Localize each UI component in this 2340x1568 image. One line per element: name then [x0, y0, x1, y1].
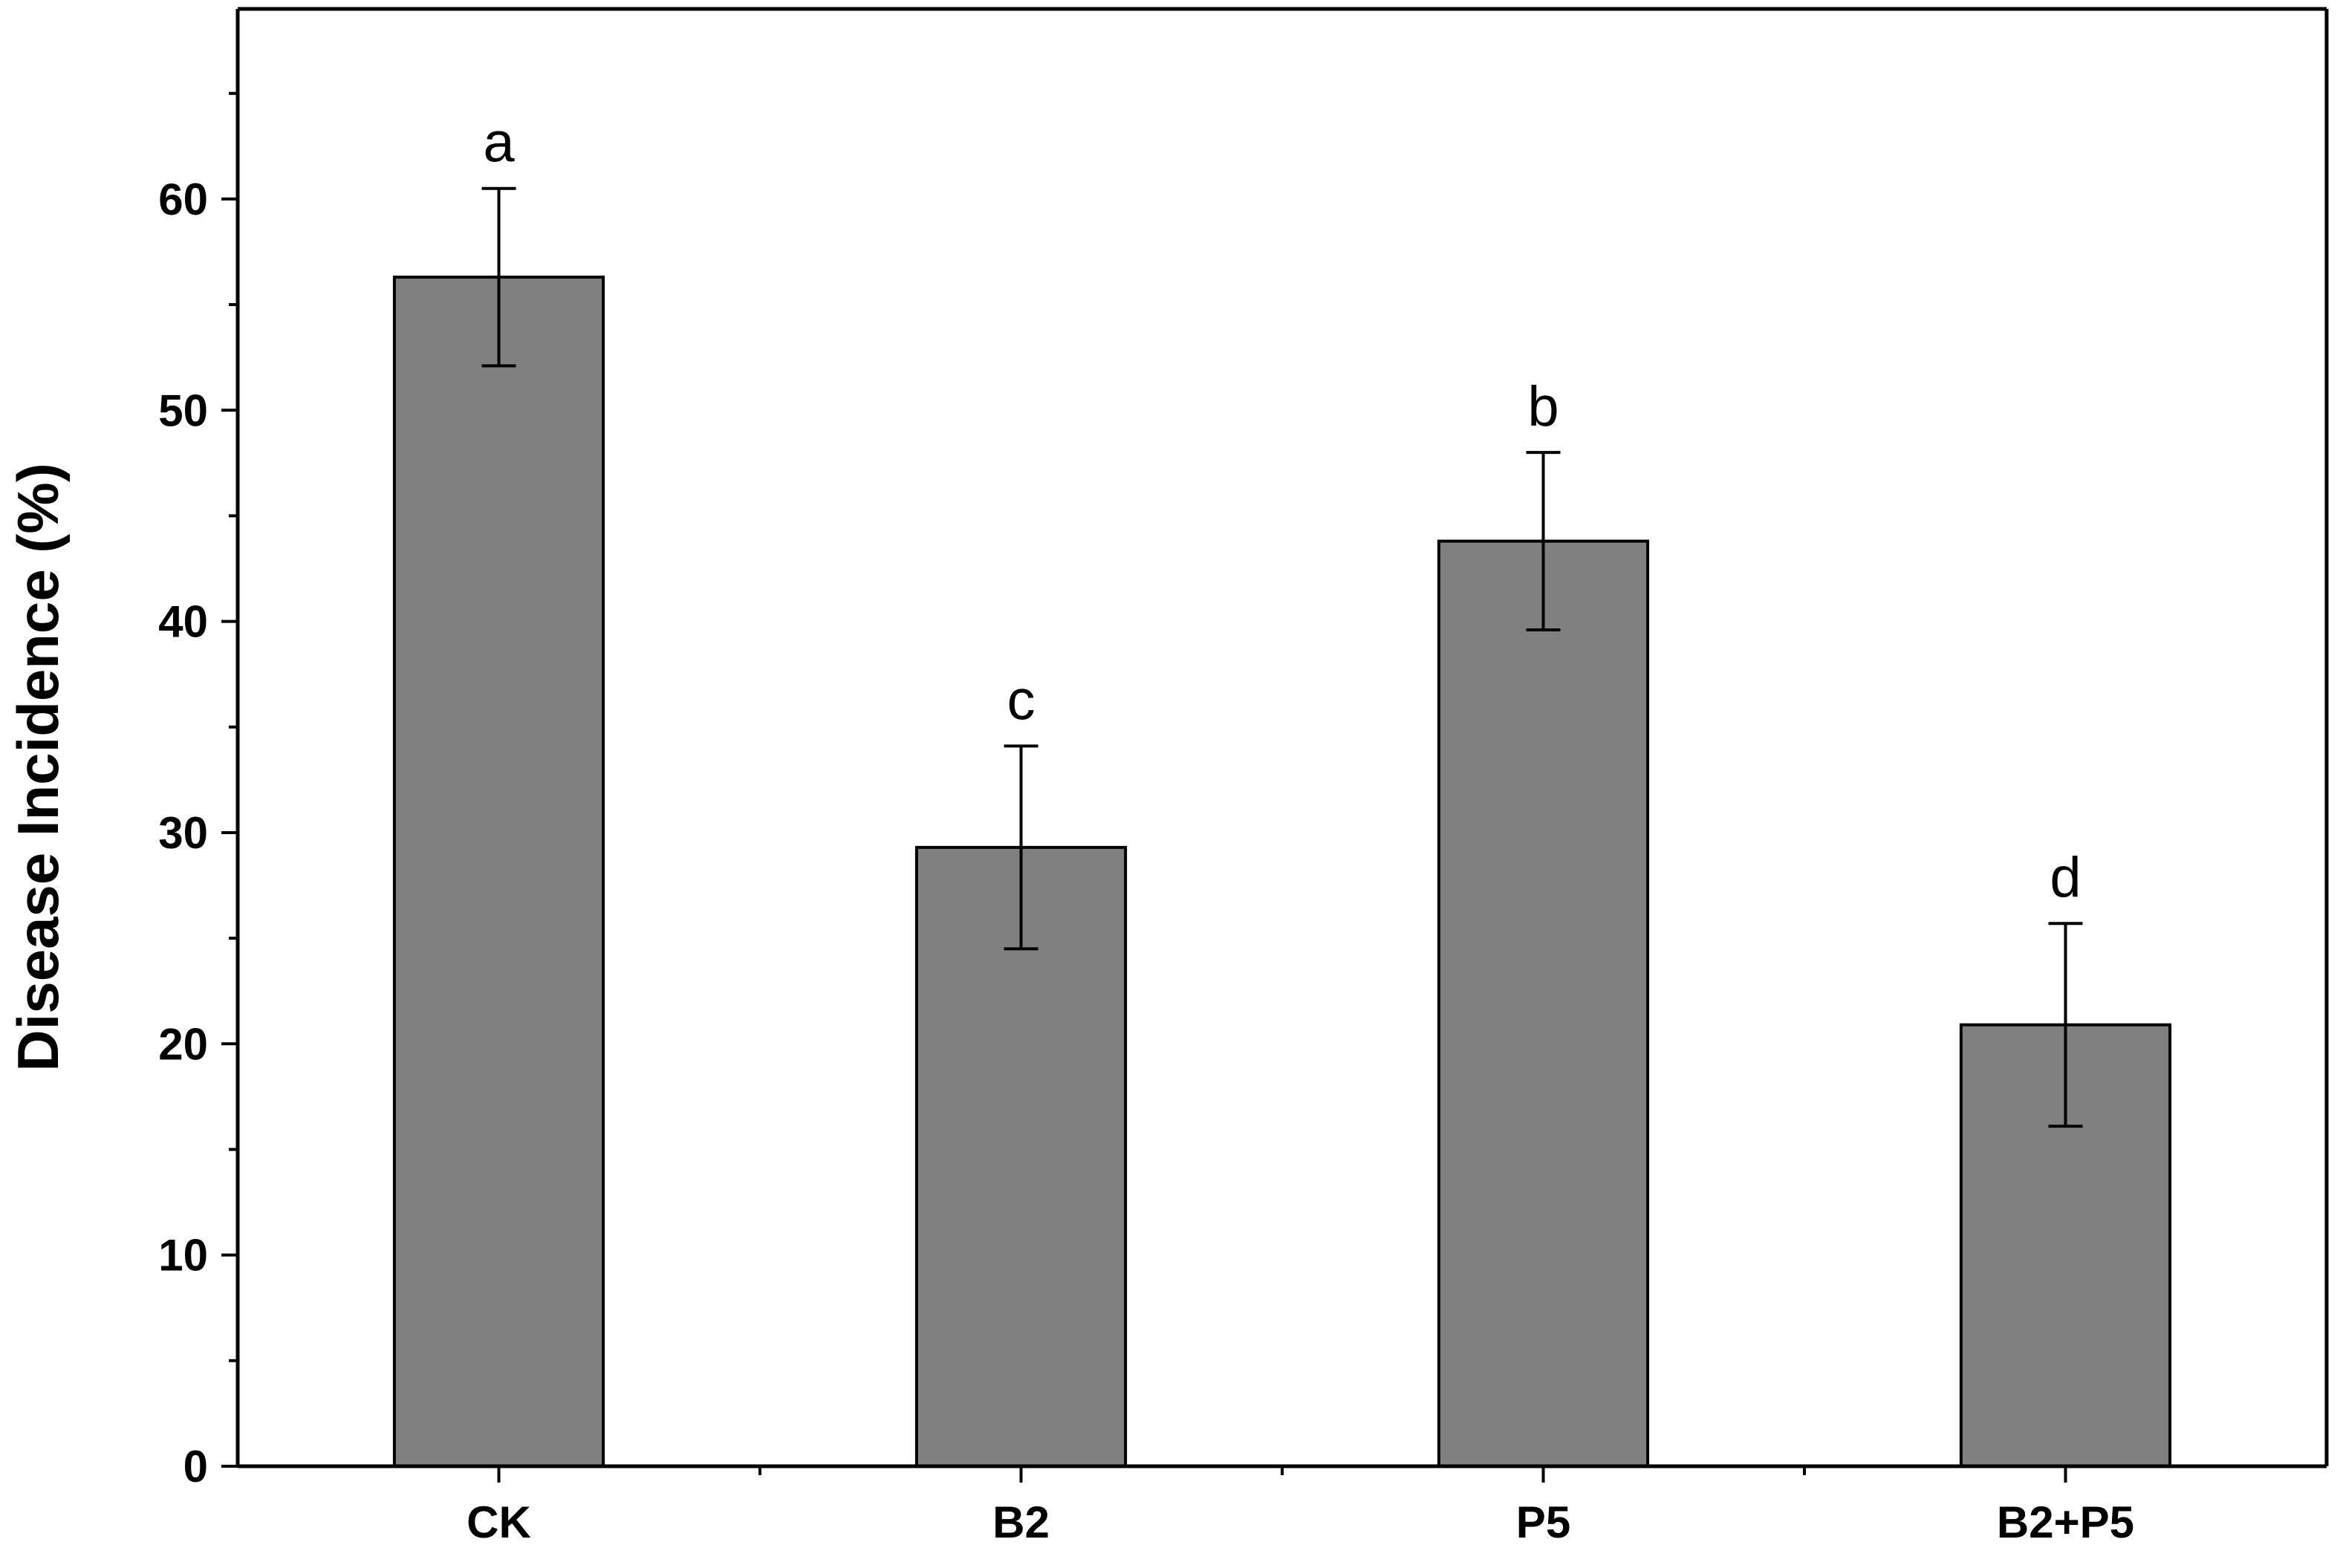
- bars-group: [392, 186, 2172, 1468]
- y-tick-label: 50: [158, 386, 208, 435]
- significance-label: b: [1527, 375, 1559, 438]
- y-tick-label: 40: [158, 597, 208, 647]
- axes-group: [221, 9, 2327, 1483]
- significance-label: d: [2050, 846, 2081, 909]
- labels-group: a CK c B2 b P5 d B2+P5 0 10 20 30 40 50 60 Disease Inci…: [5, 111, 2134, 1547]
- y-tick-label: 30: [158, 808, 208, 858]
- x-tick-label: B2+P5: [1997, 1497, 2134, 1547]
- y-tick-label: 0: [183, 1442, 208, 1491]
- bar-p5: [1437, 539, 1650, 1468]
- y-tick-label: 60: [158, 175, 208, 224]
- x-tick-label: B2: [992, 1497, 1050, 1547]
- bar-b2: [914, 845, 1128, 1468]
- plot-frame: [238, 7, 2329, 1466]
- x-tick-label: CK: [467, 1497, 531, 1547]
- bar-ck: [392, 276, 605, 1468]
- x-tick-label: P5: [1516, 1497, 1570, 1547]
- significance-label: a: [483, 111, 515, 175]
- significance-label: c: [1007, 668, 1036, 732]
- y-tick-label: 20: [158, 1019, 208, 1069]
- y-axis-title: Disease Incidence (%): [5, 463, 71, 1071]
- y-tick-label: 10: [158, 1231, 208, 1281]
